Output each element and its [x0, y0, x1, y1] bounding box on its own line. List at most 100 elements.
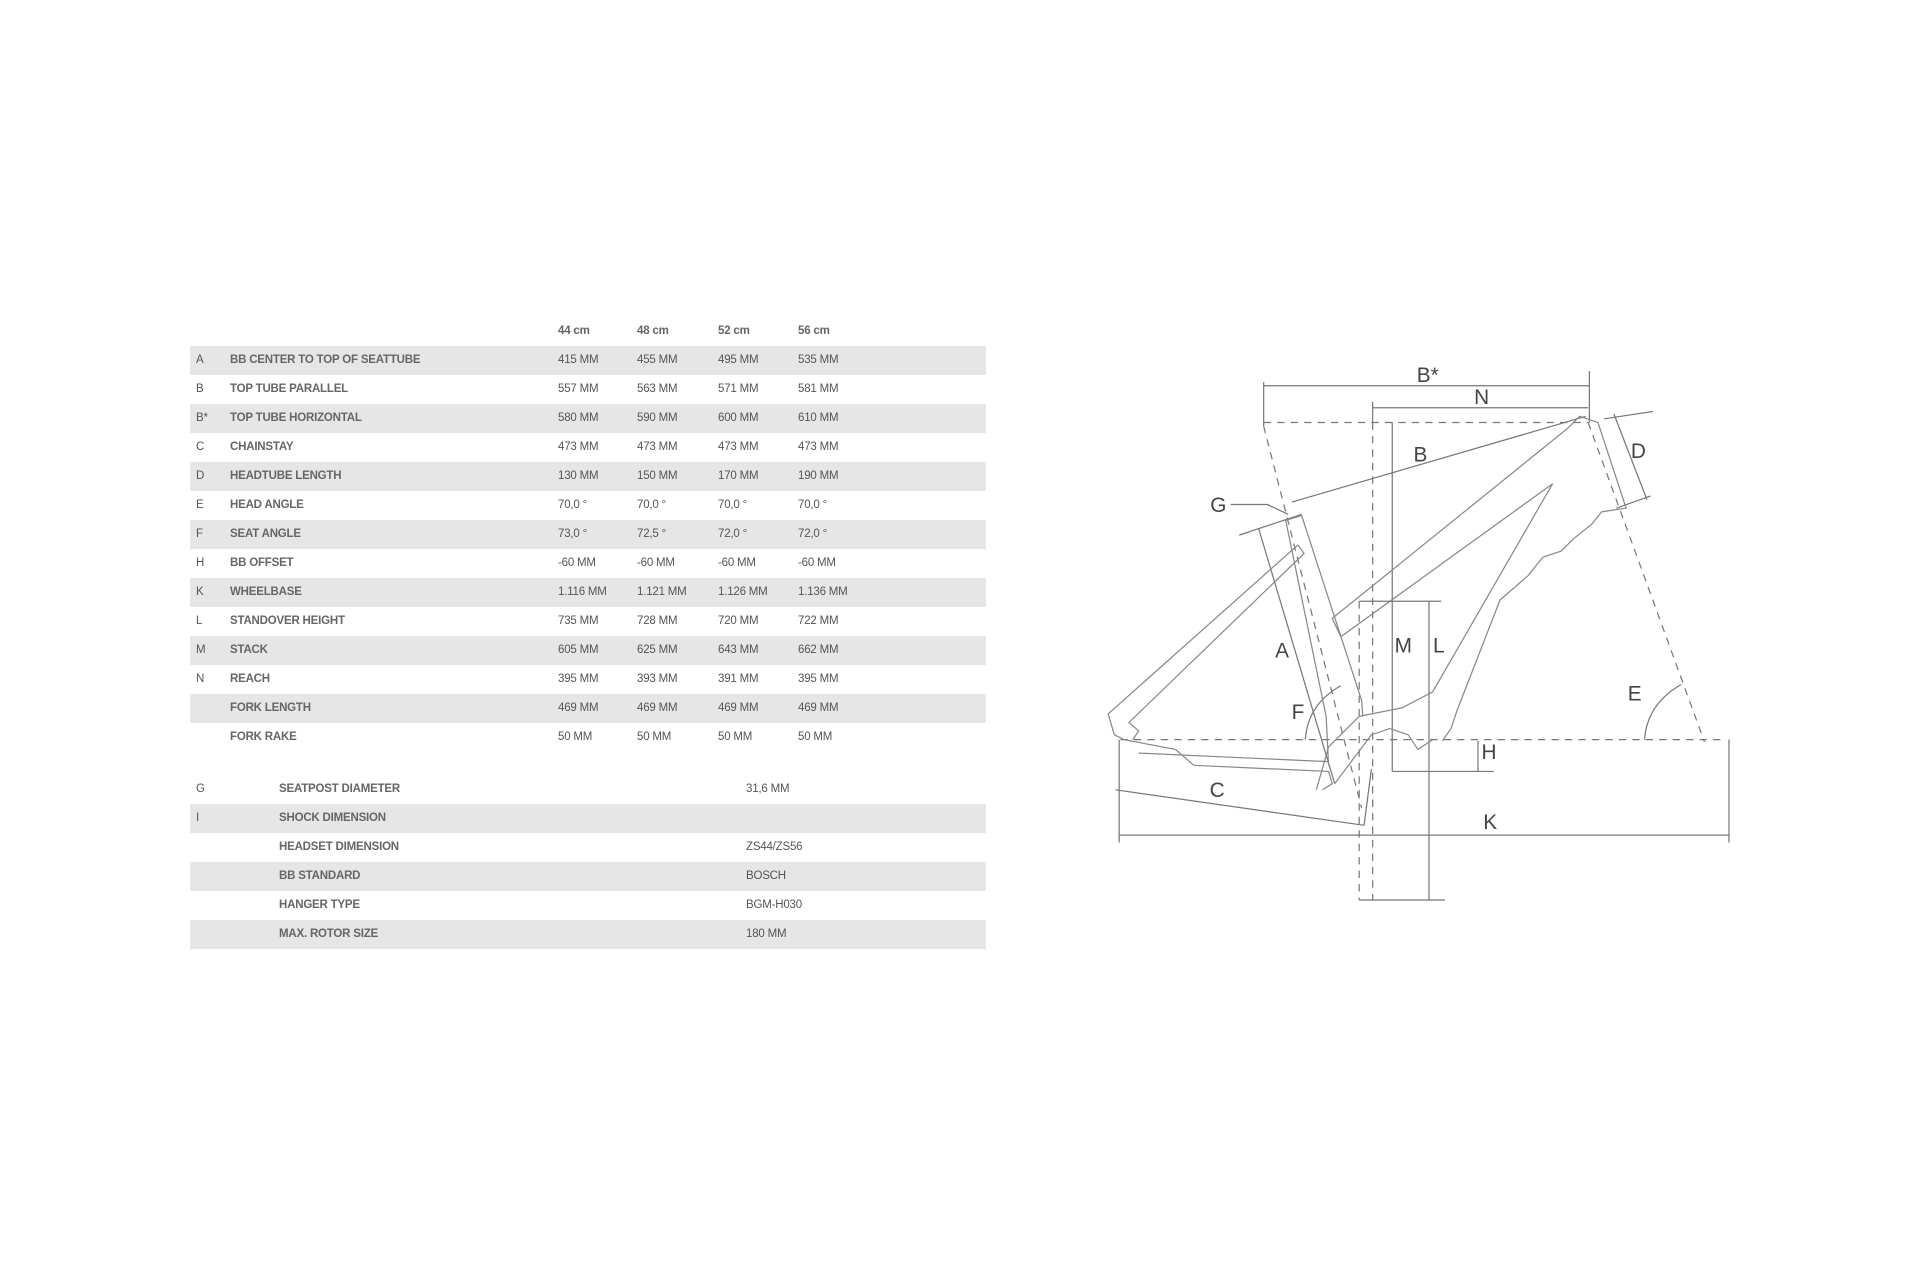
label-d: D: [1631, 440, 1646, 463]
table-row: F SEAT ANGLE 73,0 ° 72,5 ° 72,0 ° 72,0 °: [190, 520, 986, 549]
row-label: HEADSET DIMENSION: [279, 841, 399, 853]
row-value: 150 MM: [637, 470, 678, 482]
row-value: 72,0 °: [798, 528, 827, 540]
row-label: FORK LENGTH: [230, 702, 311, 714]
row-label: HEADTUBE LENGTH: [230, 470, 342, 482]
row-value: 469 MM: [798, 702, 839, 714]
label-c: C: [1210, 779, 1225, 802]
row-value: ZS44/ZS56: [746, 841, 803, 853]
column-header: 44 cm: [558, 325, 590, 337]
row-value: 473 MM: [558, 441, 599, 453]
frame-outline: [1107, 415, 1627, 791]
row-letter: G: [196, 783, 205, 795]
row-value: 571 MM: [718, 383, 759, 395]
row-value: 581 MM: [798, 383, 839, 395]
label-l: L: [1433, 635, 1445, 658]
row-value: -60 MM: [637, 557, 675, 569]
table-row: H BB OFFSET -60 MM -60 MM -60 MM -60 MM: [190, 549, 986, 578]
row-value: 590 MM: [637, 412, 678, 424]
row-value: 72,5 °: [637, 528, 666, 540]
label-b: B: [1413, 444, 1427, 467]
label-n: N: [1474, 386, 1489, 409]
row-value: 605 MM: [558, 644, 599, 656]
row-value: 1.126 MM: [718, 586, 768, 598]
dimension-labels: B* N B D G A M L F E H C K: [1210, 364, 1646, 834]
dimension-lines: [1115, 371, 1730, 901]
row-value: 415 MM: [558, 354, 599, 366]
table-row: K WHEELBASE 1.116 MM 1.121 MM 1.126 MM 1.136 …: [190, 578, 986, 607]
row-letter: C: [196, 441, 205, 453]
row-value: 391 MM: [718, 673, 759, 685]
row-value: 722 MM: [798, 615, 839, 627]
table-row: E HEAD ANGLE 70,0 ° 70,0 ° 70,0 ° 70,0 °: [190, 491, 986, 520]
column-header: 48 cm: [637, 325, 669, 337]
row-value: 728 MM: [637, 615, 678, 627]
row-value: 70,0 °: [637, 499, 666, 511]
table-row: HANGER TYPE BGM-H030: [190, 891, 986, 920]
row-value: 395 MM: [558, 673, 599, 685]
label-b-star: B*: [1417, 364, 1439, 387]
row-letter: H: [196, 557, 205, 569]
row-label: MAX. ROTOR SIZE: [279, 928, 379, 940]
row-value: -60 MM: [798, 557, 836, 569]
table-row: B TOP TUBE PARALLEL 557 MM 563 MM 571 MM 581 …: [190, 375, 986, 404]
row-value: 70,0 °: [558, 499, 587, 511]
table-row: HEADSET DIMENSION ZS44/ZS56: [190, 833, 986, 862]
row-label: BB CENTER TO TOP OF SEATTUBE: [230, 354, 421, 366]
row-value: 170 MM: [718, 470, 759, 482]
label-f: F: [1292, 701, 1305, 724]
row-letter: D: [196, 470, 205, 482]
row-value: 473 MM: [798, 441, 839, 453]
row-value: 580 MM: [558, 412, 599, 424]
table-row: BB STANDARD BOSCH: [190, 862, 986, 891]
row-value: 735 MM: [558, 615, 599, 627]
row-letter: I: [196, 812, 199, 824]
row-value: BGM-H030: [746, 899, 802, 911]
row-label: HEAD ANGLE: [230, 499, 304, 511]
row-value: 31,6 MM: [746, 783, 790, 795]
row-letter: E: [196, 499, 204, 511]
label-a: A: [1275, 640, 1289, 663]
row-value: 50 MM: [718, 731, 753, 743]
row-label: CHAINSTAY: [230, 441, 294, 453]
row-value: 1.121 MM: [637, 586, 687, 598]
row-letter: K: [196, 586, 204, 598]
table-row: M STACK 605 MM 625 MM 643 MM 662 MM: [190, 636, 986, 665]
row-label: SEATPOST DIAMETER: [279, 783, 400, 795]
row-value: 395 MM: [798, 673, 839, 685]
label-e: E: [1628, 682, 1642, 705]
row-value: 600 MM: [718, 412, 759, 424]
reference-lines: [1120, 421, 1727, 901]
label-m: M: [1395, 635, 1412, 658]
row-value: 563 MM: [637, 383, 678, 395]
table-row: D HEADTUBE LENGTH 130 MM 150 MM 170 MM 190 MM: [190, 462, 986, 491]
label-h: H: [1481, 741, 1496, 764]
row-value: 50 MM: [558, 731, 593, 743]
row-label: SHOCK DIMENSION: [279, 812, 386, 824]
table-row: FORK RAKE 50 MM 50 MM 50 MM 50 MM: [190, 723, 986, 752]
table-row: I SHOCK DIMENSION: [190, 804, 986, 833]
row-letter: F: [196, 528, 203, 540]
row-label: BB OFFSET: [230, 557, 294, 569]
row-value: 190 MM: [798, 470, 839, 482]
row-value: 469 MM: [637, 702, 678, 714]
row-value: 469 MM: [558, 702, 599, 714]
row-value: 557 MM: [558, 383, 599, 395]
row-letter: A: [196, 354, 204, 366]
row-letter: B*: [196, 412, 208, 424]
label-g: G: [1210, 494, 1226, 517]
row-value: 455 MM: [637, 354, 678, 366]
table-row: N REACH 395 MM 393 MM 391 MM 395 MM: [190, 665, 986, 694]
row-value: 495 MM: [718, 354, 759, 366]
row-value: 50 MM: [798, 731, 833, 743]
row-value: 469 MM: [718, 702, 759, 714]
row-value: 130 MM: [558, 470, 599, 482]
row-letter: L: [196, 615, 203, 627]
row-value: -60 MM: [718, 557, 756, 569]
row-value: 473 MM: [637, 441, 678, 453]
row-value: 393 MM: [637, 673, 678, 685]
row-value: 180 MM: [746, 928, 787, 940]
table-row: FORK LENGTH 469 MM 469 MM 469 MM 469 MM: [190, 694, 986, 723]
row-value: 625 MM: [637, 644, 678, 656]
